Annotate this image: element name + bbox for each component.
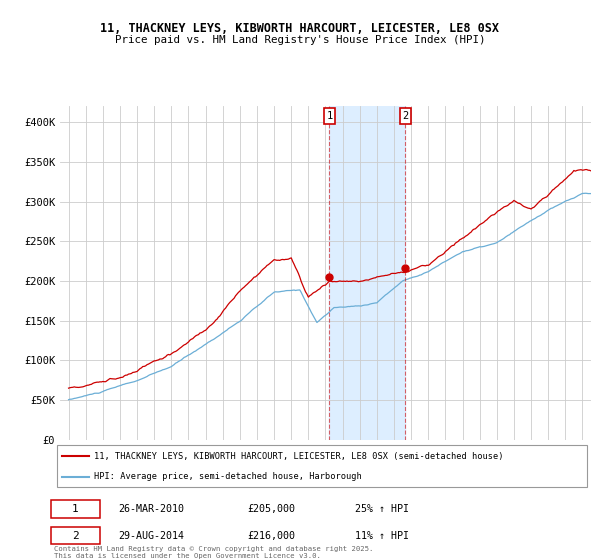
- FancyBboxPatch shape: [52, 501, 100, 518]
- Text: 11, THACKNEY LEYS, KIBWORTH HARCOURT, LEICESTER, LE8 0SX: 11, THACKNEY LEYS, KIBWORTH HARCOURT, LE…: [101, 22, 499, 35]
- Text: 1: 1: [326, 111, 332, 121]
- Text: Contains HM Land Registry data © Crown copyright and database right 2025.
This d: Contains HM Land Registry data © Crown c…: [54, 546, 373, 559]
- Text: 25% ↑ HPI: 25% ↑ HPI: [355, 504, 409, 514]
- Point: [325, 273, 334, 282]
- Text: 26-MAR-2010: 26-MAR-2010: [118, 504, 184, 514]
- Text: 11, THACKNEY LEYS, KIBWORTH HARCOURT, LEICESTER, LE8 0SX (semi-detached house): 11, THACKNEY LEYS, KIBWORTH HARCOURT, LE…: [94, 451, 504, 460]
- Text: £205,000: £205,000: [247, 504, 295, 514]
- Point: [401, 264, 410, 273]
- Text: 11% ↑ HPI: 11% ↑ HPI: [355, 530, 409, 540]
- Text: 2: 2: [402, 111, 409, 121]
- FancyBboxPatch shape: [52, 527, 100, 544]
- Bar: [329, 106, 406, 440]
- Text: Price paid vs. HM Land Registry's House Price Index (HPI): Price paid vs. HM Land Registry's House …: [115, 35, 485, 45]
- Text: HPI: Average price, semi-detached house, Harborough: HPI: Average price, semi-detached house,…: [94, 472, 362, 481]
- Text: 1: 1: [72, 504, 79, 514]
- Text: 2: 2: [72, 530, 79, 540]
- Text: 29-AUG-2014: 29-AUG-2014: [118, 530, 184, 540]
- FancyBboxPatch shape: [56, 445, 587, 487]
- Text: £216,000: £216,000: [247, 530, 295, 540]
